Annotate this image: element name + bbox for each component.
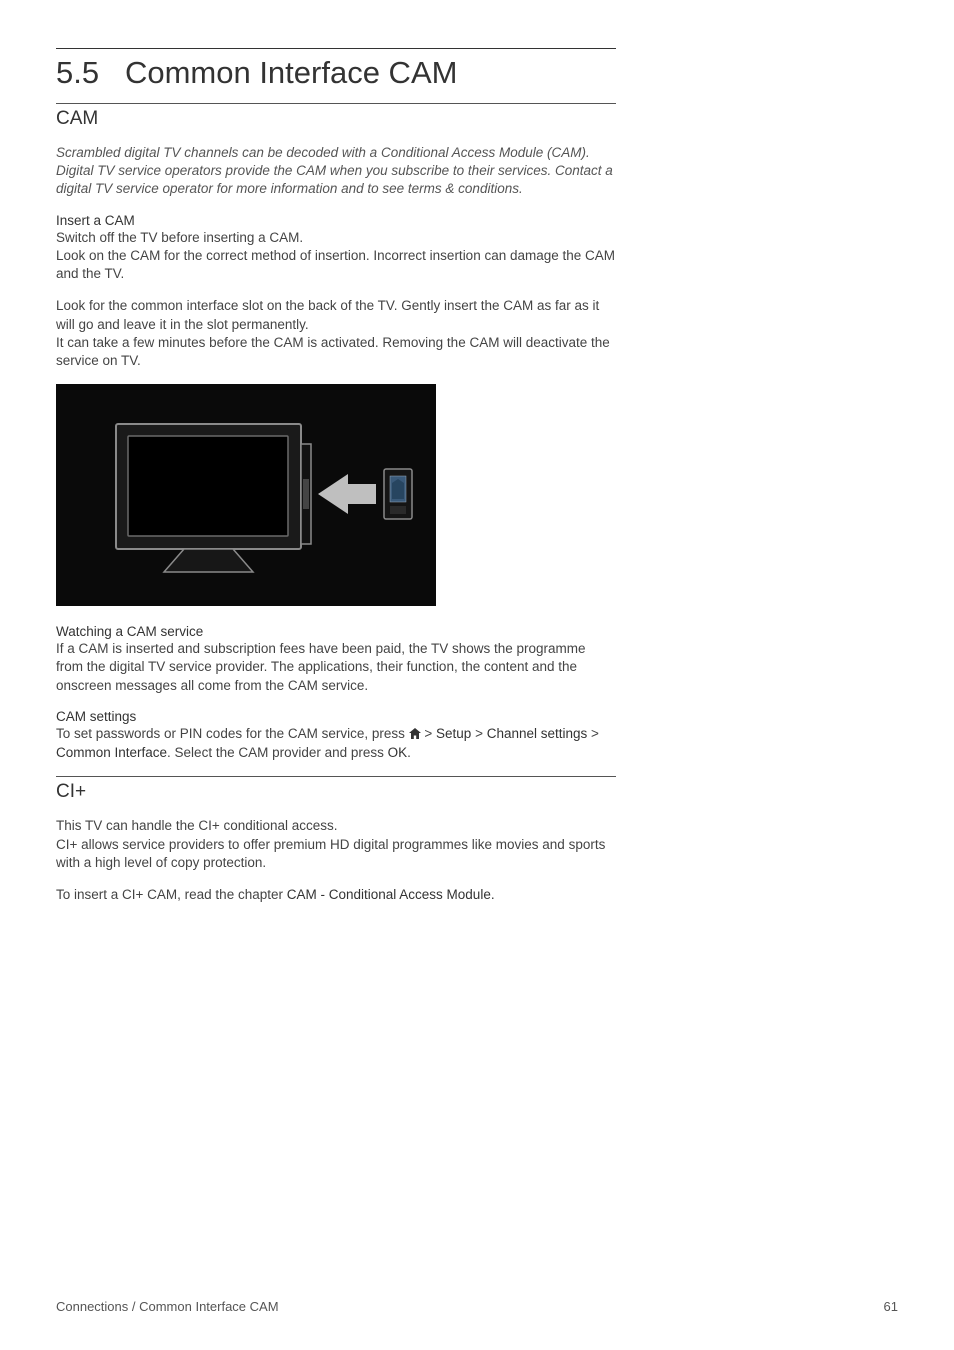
home-icon	[409, 726, 421, 744]
cam-insertion-svg	[56, 384, 436, 606]
section-title: Common Interface CAM	[125, 55, 458, 90]
cam-settings-ok: OK	[388, 745, 408, 760]
page-title: 5.5 Common Interface CAM	[56, 55, 616, 91]
cam-settings-heading: CAM settings	[56, 709, 616, 724]
subsection-ci-title: CI+	[56, 781, 616, 803]
cam-intro: Scrambled digital TV channels can be dec…	[56, 144, 616, 199]
cam-settings-text: To set passwords or PIN codes for the CA…	[56, 725, 616, 762]
insert-cam-heading: Insert a CAM	[56, 213, 616, 228]
cam-settings-period: .	[407, 745, 411, 760]
ci-p1: This TV can handle the CI+ conditional a…	[56, 817, 616, 835]
insert-cam-p4: It can take a few minutes before the CAM…	[56, 334, 616, 370]
page-footer: Connections / Common Interface CAM 61	[56, 1299, 898, 1314]
ci-p3-bold: CAM - Conditional Access Module.	[287, 887, 495, 902]
insert-cam-p3: Look for the common interface slot on th…	[56, 297, 616, 333]
cam-settings-common: Common Interface	[56, 745, 167, 760]
cam-settings-gt0: >	[421, 726, 436, 741]
ci-p3-pre: To insert a CI+ CAM, read the chapter	[56, 887, 287, 902]
cam-settings-tail: . Select the CAM provider and press	[167, 745, 388, 760]
insert-cam-p2: Look on the CAM for the correct method o…	[56, 247, 616, 283]
footer-breadcrumb: Connections / Common Interface CAM	[56, 1299, 279, 1314]
cam-settings-setup: Setup	[436, 726, 471, 741]
watching-heading: Watching a CAM service	[56, 624, 616, 639]
insert-cam-p1: Switch off the TV before inserting a CAM…	[56, 229, 616, 247]
subsection-cam-title: CAM	[56, 108, 616, 130]
cam-settings-channel: Channel settings	[487, 726, 588, 741]
ci-p3: To insert a CI+ CAM, read the chapter CA…	[56, 886, 616, 904]
cam-settings-gt1: >	[471, 726, 486, 741]
watching-p1: If a CAM is inserted and subscription fe…	[56, 640, 616, 695]
cam-settings-pre: To set passwords or PIN codes for the CA…	[56, 726, 409, 741]
section-number: 5.5	[56, 55, 99, 90]
ci-p2: CI+ allows service providers to offer pr…	[56, 836, 616, 872]
footer-page-number: 61	[884, 1299, 898, 1314]
cam-settings-gt2: >	[587, 726, 599, 741]
cam-insertion-figure	[56, 384, 436, 606]
